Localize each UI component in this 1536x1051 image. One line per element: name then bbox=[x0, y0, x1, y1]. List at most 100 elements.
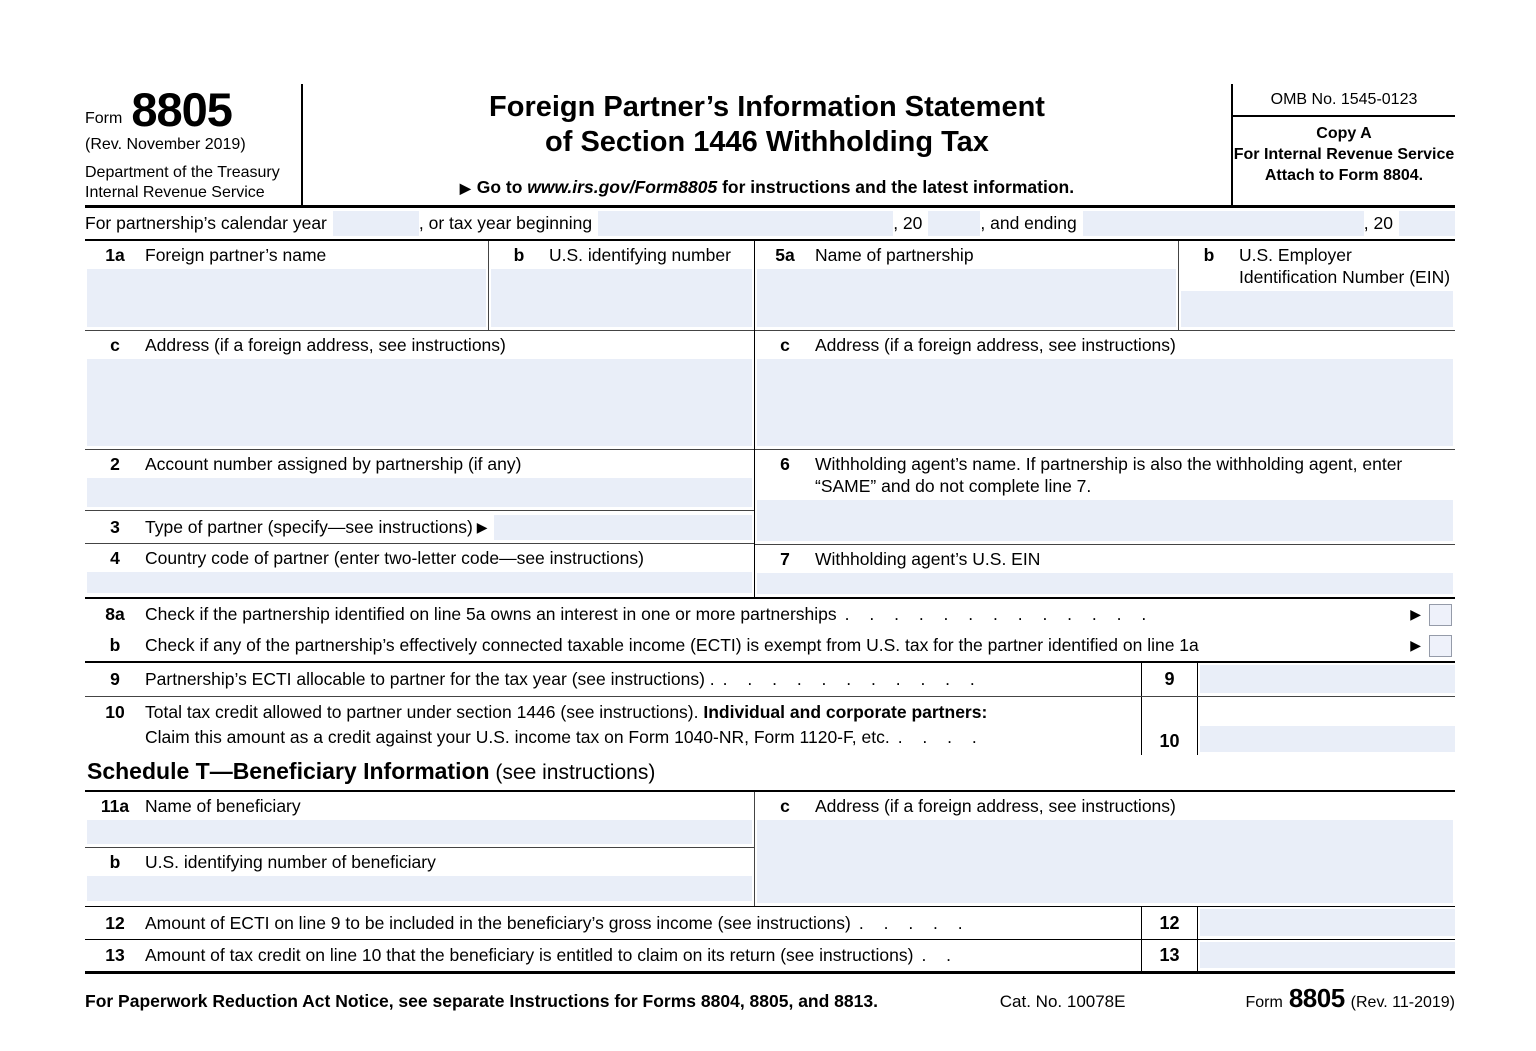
line-9-number: 9 bbox=[110, 669, 120, 689]
line-3-number: 3 bbox=[110, 516, 120, 537]
line-5b-label: U.S. Employer Identification Number (EIN) bbox=[1239, 245, 1451, 287]
dept-irs: Internal Revenue Service bbox=[85, 183, 265, 201]
tax-year-beginning-input[interactable] bbox=[598, 211, 894, 236]
schedule-t-title: Schedule T—Beneficiary Information bbox=[87, 758, 490, 784]
line-11a-label: Name of beneficiary bbox=[145, 796, 301, 816]
calendar-year-input[interactable] bbox=[332, 211, 419, 236]
line-5a-number: 5a bbox=[775, 245, 795, 265]
line-12-label: Amount of ECTI on line 9 to be included … bbox=[145, 912, 851, 933]
line-8a-dot-leader: . . . . . . . . . . . . . bbox=[844, 604, 1147, 624]
beneficiary-column: 11a Name of beneficiary b U.S. identifyi… bbox=[85, 792, 755, 906]
part1-table: 1a Foreign partner’s name b U.S. identif… bbox=[85, 241, 1455, 599]
line-11a-number: 11a bbox=[100, 796, 130, 816]
goto-url: www.irs.gov/Form8805 bbox=[527, 176, 718, 197]
form-number: 8805 bbox=[131, 83, 233, 136]
line-10-row: 10 Total tax credit allowed to partner u… bbox=[85, 696, 1455, 755]
line-1a-number: 1a bbox=[105, 245, 125, 265]
line-11b-number: b bbox=[109, 852, 121, 872]
revision-date: (Rev. November 2019) bbox=[85, 135, 246, 153]
line-1c-number: c bbox=[110, 335, 120, 355]
year-text-5: , 20 bbox=[1363, 213, 1393, 233]
tax-year-ending-input[interactable] bbox=[1082, 211, 1364, 236]
line-8b-checkbox[interactable] bbox=[1429, 634, 1452, 657]
withholding-agent-ein-input[interactable] bbox=[757, 572, 1453, 594]
dept-treasury: Department of the Treasury bbox=[85, 163, 280, 181]
line-6-label: Withholding agent’s name. If partnership… bbox=[815, 454, 1403, 496]
line-12-amount-input[interactable] bbox=[1200, 909, 1455, 936]
line-2-label: Account number assigned by partnership (… bbox=[145, 454, 522, 474]
form-body: Form 8805 (Rev. November 2019) Departmen… bbox=[85, 84, 1455, 1014]
type-of-partner-input[interactable] bbox=[493, 514, 752, 540]
line-3-label: Type of partner (specify—see instruction… bbox=[145, 516, 473, 537]
line-9-row: 9 Partnership’s ECTI allocable to partne… bbox=[85, 663, 1455, 696]
beneficiary-id-number-input[interactable] bbox=[87, 875, 752, 901]
form-title-block: Foreign Partner’s Information Statement … bbox=[303, 84, 1231, 205]
line-5a-label: Name of partnership bbox=[815, 245, 974, 265]
line-10-amount-input[interactable] bbox=[1200, 726, 1455, 752]
lines-8-10-section: 8a Check if the partnership identified o… bbox=[85, 599, 1455, 663]
line-11c-number: c bbox=[780, 796, 790, 816]
copy-attach-label: Attach to Form 8804. bbox=[1264, 166, 1424, 184]
line-13-row: 13 Amount of tax credit on line 10 that … bbox=[85, 940, 1455, 974]
line-1b-cell: b U.S. identifying number bbox=[489, 241, 754, 330]
line-7-number: 7 bbox=[780, 549, 790, 569]
line-5c-cell: c Address (if a foreign address, see ins… bbox=[755, 330, 1455, 449]
line-8b-label: Check if any of the partnership’s effect… bbox=[145, 635, 1199, 655]
copy-for-label: For Internal Revenue Service bbox=[1233, 145, 1455, 163]
year-text-2: , or tax year beginning bbox=[418, 213, 593, 233]
line-11b-cell: b U.S. identifying number of beneficiary bbox=[85, 847, 754, 904]
line-13-dot-leader: . . bbox=[921, 945, 952, 965]
schedule-t-table: 11a Name of beneficiary b U.S. identifyi… bbox=[85, 792, 1455, 907]
copy-a-label: Copy A bbox=[1316, 125, 1372, 142]
line-8a-label: Check if the partnership identified on l… bbox=[145, 604, 837, 624]
goto-prefix: Go to bbox=[476, 176, 528, 197]
year-text-1: For partnership’s calendar year bbox=[85, 213, 327, 233]
goto-line: ▶ Go to www.irs.gov/Form8805 for instruct… bbox=[303, 177, 1231, 198]
line-2-number: 2 bbox=[110, 454, 120, 474]
line-6-cell: 6 Withholding agent’s name. If partnersh… bbox=[755, 449, 1455, 544]
goto-suffix: for instructions and the latest informat… bbox=[717, 176, 1075, 197]
line-7-label: Withholding agent’s U.S. EIN bbox=[815, 549, 1041, 569]
partnership-address-input[interactable] bbox=[757, 358, 1453, 446]
line-10-number: 10 bbox=[105, 702, 125, 722]
line-11b-label: U.S. identifying number of beneficiary bbox=[145, 852, 436, 872]
arrow-right-icon: ▶ bbox=[1410, 637, 1421, 653]
country-code-input[interactable] bbox=[87, 571, 752, 593]
ending-year-input[interactable] bbox=[1399, 211, 1455, 236]
schedule-t-note: (see instructions) bbox=[489, 761, 656, 784]
line-13-amount-input[interactable] bbox=[1200, 942, 1455, 968]
account-number-input[interactable] bbox=[87, 477, 752, 507]
line-4-number: 4 bbox=[110, 548, 120, 568]
beneficiary-address-input[interactable] bbox=[757, 819, 1453, 903]
line-11a-cell: 11a Name of beneficiary bbox=[85, 792, 754, 847]
line-9-box: 9 bbox=[1141, 663, 1198, 696]
foreign-partner-name-input[interactable] bbox=[87, 268, 486, 327]
partnership-name-input[interactable] bbox=[757, 268, 1176, 327]
arrow-right-icon: ▶ bbox=[1410, 606, 1421, 622]
line-12-box: 12 bbox=[1141, 907, 1198, 939]
line-8a-checkbox[interactable] bbox=[1429, 603, 1452, 626]
withholding-agent-name-input[interactable] bbox=[757, 499, 1453, 541]
line-9-amount-input[interactable] bbox=[1200, 665, 1455, 693]
omb-number: OMB No. 1545-0123 bbox=[1233, 84, 1455, 117]
partnership-ein-input[interactable] bbox=[1181, 290, 1453, 327]
line-1c-cell: c Address (if a foreign address, see ins… bbox=[85, 330, 754, 449]
partner-address-input[interactable] bbox=[87, 358, 752, 446]
line-8a-number: 8a bbox=[105, 604, 125, 624]
line-1b-number: b bbox=[513, 245, 525, 265]
arrow-right-icon: ▶ bbox=[476, 518, 488, 535]
line-12-number: 12 bbox=[105, 912, 125, 933]
beneficiary-name-input[interactable] bbox=[87, 819, 752, 844]
line-4-label: Country code of partner (enter two-lette… bbox=[145, 548, 644, 568]
partnership-column: 5a Name of partnership b U.S. Employer Id… bbox=[755, 241, 1455, 597]
line-3-cell: 3 Type of partner (specify—see instructi… bbox=[85, 510, 754, 543]
line-1c-label: Address (if a foreign address, see instr… bbox=[145, 335, 506, 355]
line-9-dot-leader: . . . . . . . . . . . bbox=[722, 669, 975, 689]
line-11c-cell: c Address (if a foreign address, see ins… bbox=[755, 792, 1455, 906]
line-12-row: 12 Amount of ECTI on line 9 to be includ… bbox=[85, 907, 1455, 940]
form-word: Form bbox=[85, 109, 123, 127]
line-5c-number: c bbox=[780, 335, 790, 355]
beginning-year-input[interactable] bbox=[928, 211, 981, 236]
us-identifying-number-input[interactable] bbox=[491, 268, 752, 327]
